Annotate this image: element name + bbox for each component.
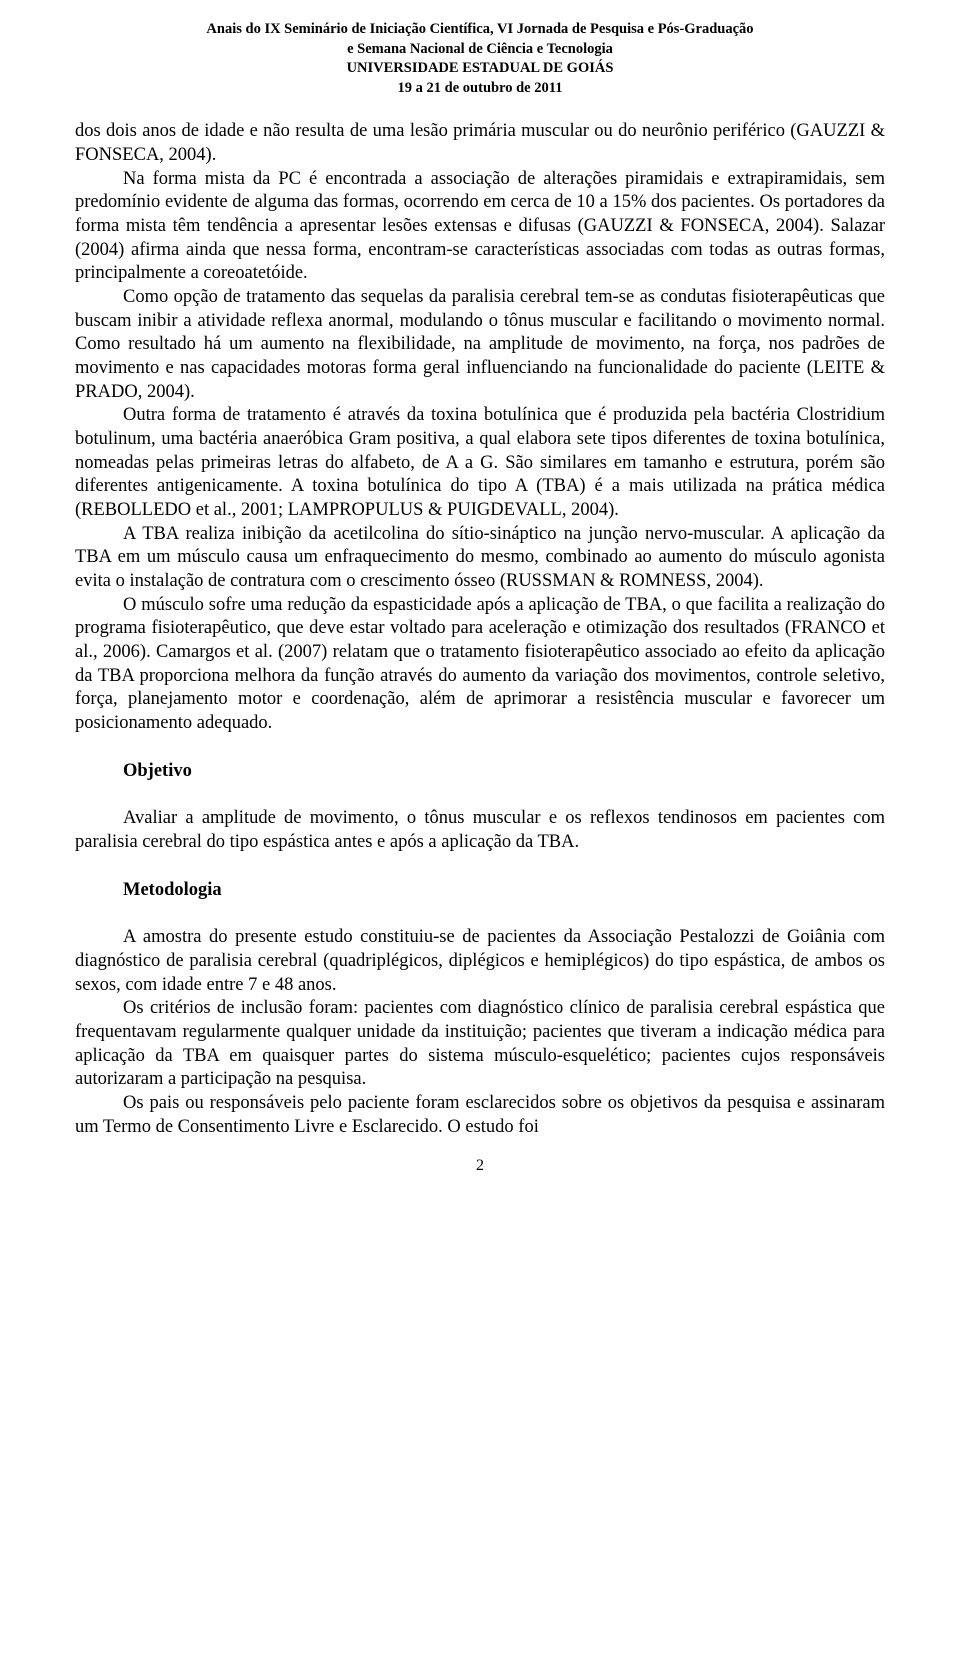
page-header: Anais do IX Seminário de Iniciação Cient… [75, 20, 885, 98]
paragraph: A TBA realiza inibição da acetilcolina d… [75, 523, 885, 594]
paragraph: Na forma mista da PC é encontrada a asso… [75, 168, 885, 286]
section-heading-metodologia: Metodologia [75, 879, 885, 903]
paragraph-continuation: dos dois anos de idade e não resulta de … [75, 120, 885, 167]
body-content: dos dois anos de idade e não resulta de … [75, 120, 885, 1139]
paragraph: Os critérios de inclusão foram: paciente… [75, 997, 885, 1092]
paragraph: Avaliar a amplitude de movimento, o tônu… [75, 807, 885, 854]
header-line-4: 19 a 21 de outubro de 2011 [75, 79, 885, 99]
paragraph: A amostra do presente estudo constituiu-… [75, 926, 885, 997]
paragraph: Os pais ou responsáveis pelo paciente fo… [75, 1092, 885, 1139]
page-number: 2 [75, 1157, 885, 1175]
paragraph: O músculo sofre uma redução da espastici… [75, 594, 885, 736]
section-heading-objetivo: Objetivo [75, 760, 885, 784]
header-line-2: e Semana Nacional de Ciência e Tecnologi… [75, 40, 885, 60]
paragraph: Outra forma de tratamento é através da t… [75, 404, 885, 522]
header-line-3: UNIVERSIDADE ESTADUAL DE GOIÁS [75, 59, 885, 79]
paragraph: Como opção de tratamento das sequelas da… [75, 286, 885, 404]
header-line-1: Anais do IX Seminário de Iniciação Cient… [75, 20, 885, 40]
